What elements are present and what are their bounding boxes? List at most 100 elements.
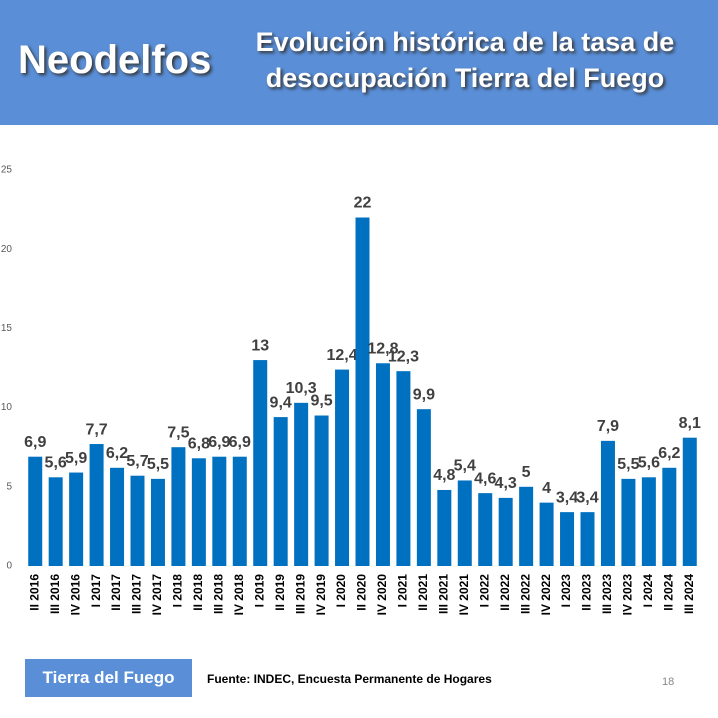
x-tick-label: I 2020 [334,574,348,608]
value-label: 6,9 [229,434,251,451]
bar [600,440,615,566]
bar [212,456,227,566]
value-label: 4,8 [433,467,455,484]
bar [89,444,104,566]
value-label: 5,7 [126,453,148,470]
chart: 0 5 10 15 20 25 II 2016 6,9 III 2016 5,6 IV 2016 5,… [1,165,701,616]
y-tick-label: 5 [6,481,12,492]
x-tick-label: IV 2016 [68,574,82,616]
value-label: 3,4 [556,489,578,506]
x-tick-label: IV 2018 [232,574,246,616]
bar [110,467,125,566]
value-label: 8,1 [679,415,701,432]
value-label: 5,5 [147,456,169,473]
value-label: 6,2 [658,445,680,462]
bar [662,467,677,566]
y-tick-label: 25 [1,165,13,176]
value-label: 12,8 [367,340,398,357]
bar [191,458,206,566]
x-tick-label: II 2022 [498,574,512,611]
y-tick-label: 0 [6,561,12,572]
value-label: 9,4 [270,394,292,411]
bar [130,475,145,566]
value-label: 7,7 [85,421,107,438]
x-tick-label: IV 2023 [621,574,635,616]
bar [48,477,63,566]
x-tick-label: II 2020 [355,574,369,611]
x-tick-label: III 2016 [48,574,62,614]
value-label: 4 [542,480,551,497]
value-label: 6,9 [208,434,230,451]
x-tick-label: I 2017 [89,574,103,608]
bar [519,486,534,566]
x-tick-label: I 2019 [252,574,266,608]
x-tick-label: I 2021 [396,574,410,608]
value-label: 10,3 [286,380,317,397]
bar [232,456,247,566]
bar [580,512,595,566]
value-label: 6,8 [188,436,210,453]
value-label: 13 [251,337,269,354]
value-label: 6,9 [24,434,46,451]
bar [69,472,84,566]
value-label: 6,2 [106,445,128,462]
bar [28,456,43,566]
value-label: 7,5 [167,424,189,441]
bar [682,437,697,566]
x-tick-label: III 2024 [682,574,696,614]
bar [560,512,575,566]
x-tick-label: II 2019 [273,574,287,611]
x-tick-label: IV 2019 [314,574,328,616]
brand: Neodelfos [18,38,212,82]
x-tick-label: III 2019 [293,574,307,614]
bar [273,417,288,566]
bar [641,477,656,566]
bar [416,409,431,566]
y-tick-label: 20 [1,244,13,255]
bar [335,369,350,566]
bar [478,493,493,566]
value-label: 9,5 [310,393,332,410]
y-tick-label: 15 [1,323,13,334]
x-tick-label: II 2024 [661,574,675,611]
value-label: 4,6 [474,470,496,487]
x-tick-label: II 2018 [191,574,205,611]
value-label: 22 [354,195,372,212]
x-tick-label: II 2021 [416,574,430,611]
x-tick-label: I 2022 [477,574,491,608]
x-tick-label: I 2024 [641,574,655,608]
x-tick-label: III 2023 [600,574,614,614]
bar [171,447,186,566]
x-tick-label: III 2021 [436,574,450,614]
page-number: 18 [662,676,675,688]
x-tick-label: IV 2020 [375,574,389,616]
x-tick-label: II 2016 [27,574,41,611]
x-tick-label: III 2018 [211,574,225,614]
source: Fuente: INDEC, Encuesta Permanente de Ho… [207,672,492,686]
value-label: 4,3 [495,475,517,492]
header: Neodelfos Evolución histórica de la tasa… [0,0,718,125]
bar [396,371,411,566]
value-label: 5,5 [617,456,639,473]
bar [498,497,513,566]
bar [621,478,636,566]
bar [253,360,268,566]
value-label: 5,4 [454,458,476,475]
y-tick-label: 10 [1,402,13,413]
value-label: 5 [522,464,531,481]
bar [437,489,452,566]
bar [457,480,472,566]
bar [539,502,554,566]
x-tick-label: I 2023 [559,574,573,608]
value-label: 9,9 [413,386,435,403]
value-label: 5,9 [65,450,87,467]
value-label: 5,6 [638,455,660,472]
x-tick-label: III 2017 [130,574,144,614]
x-tick-label: II 2023 [580,574,594,611]
x-tick-label: IV 2017 [150,574,164,616]
bar [355,217,370,566]
value-label: 12,3 [388,348,419,365]
bar [150,478,165,566]
x-tick-label: II 2017 [109,574,123,611]
